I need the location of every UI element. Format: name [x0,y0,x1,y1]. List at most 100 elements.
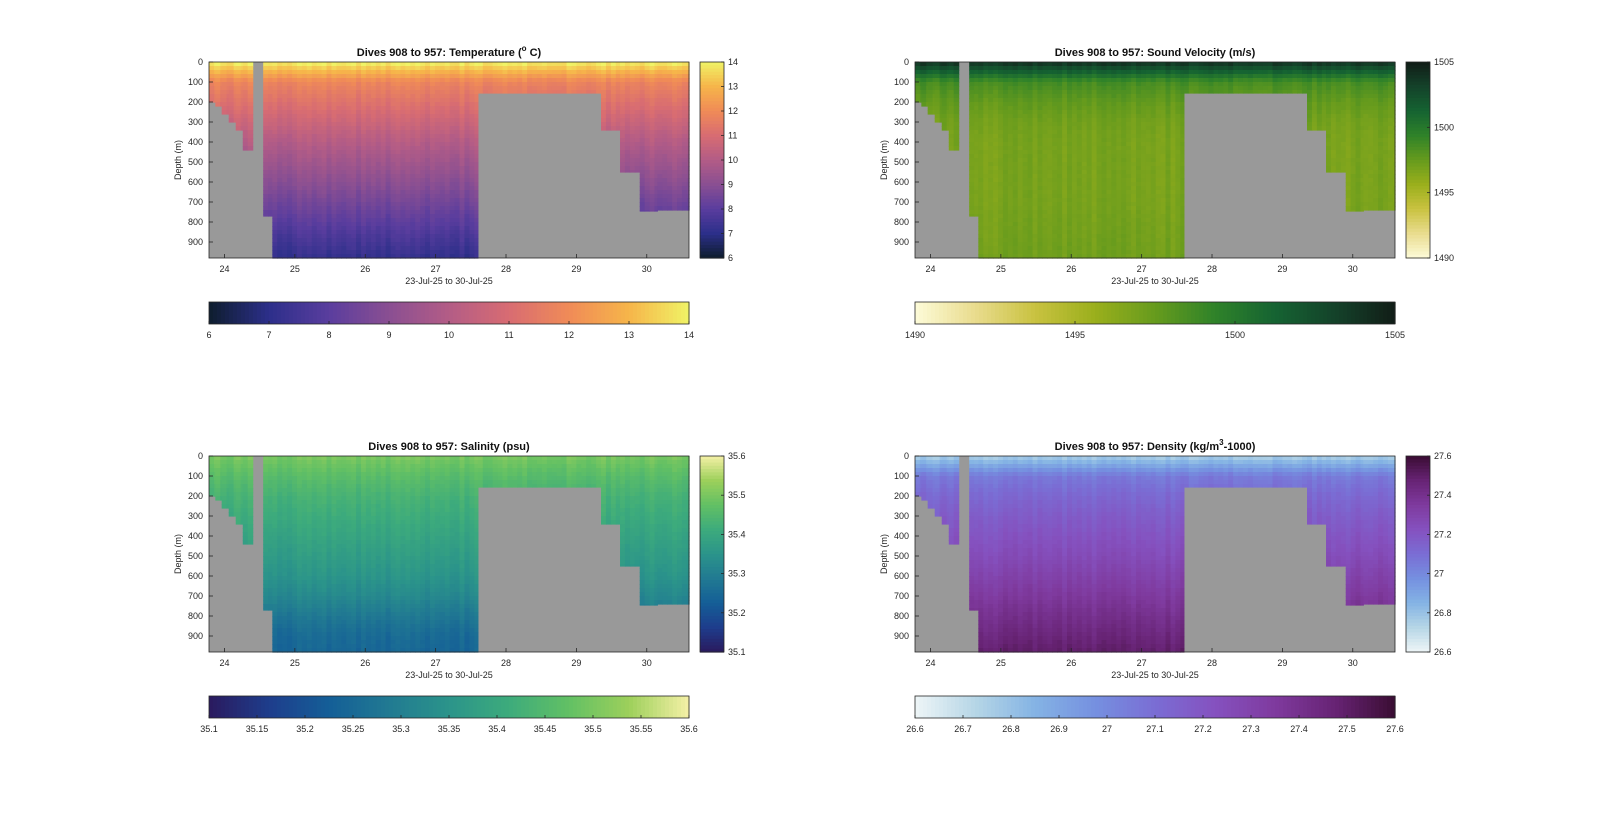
heatmap-cell [1101,86,1108,91]
heatmap-cell [1101,178,1108,183]
heatmap-cell [385,110,392,115]
heatmap-cell [282,194,288,199]
colorbar-swatch [421,302,426,324]
heatmap-cell [1057,242,1063,247]
heatmap-cell [1057,146,1063,151]
colorbar-swatch [700,75,724,79]
heatmap-cell [1091,122,1098,127]
heatmap-cell [662,130,668,135]
heatmap-cell [1086,186,1093,191]
heatmap-cell [1081,142,1088,147]
heatmap-cell [464,190,471,195]
heatmap-cell [430,242,436,247]
heatmap-cell [1022,222,1029,227]
heatmap-cell [336,66,342,71]
heatmap-cell [948,102,955,107]
heatmap-cell [385,82,392,87]
heatmap-cell [365,162,372,167]
heatmap-cell [311,206,318,211]
colorbar-swatch [601,302,606,324]
heatmap-cell [1111,134,1117,139]
heatmap-cell [993,218,999,223]
heatmap-cell [430,230,436,235]
heatmap-cell [277,194,283,199]
heatmap-cell [346,138,352,143]
heatmap-cell [1017,138,1024,143]
heatmap-cell [400,118,406,123]
heatmap-cell [1047,222,1053,227]
heatmap-cell [469,142,475,147]
heatmap-cell [644,94,651,99]
heatmap-cell [326,230,333,235]
heatmap-cell [532,82,538,87]
heatmap-cell [634,154,641,159]
heatmap-cell [926,102,929,107]
heatmap-cell [541,86,548,91]
heatmap-cell [1042,70,1048,75]
heatmap-cell [1081,250,1088,255]
heatmap-cell [566,82,573,87]
heatmap-cell [301,130,308,135]
heatmap-cell [1032,182,1039,187]
heatmap-cell [326,82,333,87]
heatmap-cell [686,82,690,87]
heatmap-cell [228,82,235,87]
heatmap-cell [946,90,950,95]
heatmap-cell [1076,114,1083,119]
heatmap-cell [430,110,436,115]
heatmap-cell [311,118,318,123]
heatmap-cell [620,74,626,79]
heatmap-cell [400,150,406,155]
heatmap-cell [292,238,298,243]
heatmap-cell [662,66,668,71]
heatmap-cell [449,194,456,199]
heatmap-cell [974,122,979,127]
heatmap-cell [649,74,656,79]
heatmap-cell [454,62,461,67]
heatmap-cell [474,118,479,123]
heatmap-cell [287,170,293,175]
heatmap-cell [444,102,451,107]
heatmap-cell [998,226,1004,231]
colorbar-swatch [389,302,394,324]
heatmap-cell [1002,178,1009,183]
heatmap-cell [242,122,249,127]
heatmap-cell [953,134,960,139]
heatmap-cell [316,242,323,247]
colorbar-swatch [277,302,282,324]
heatmap-cell [1047,90,1053,95]
heatmap-cell [1101,110,1108,115]
heatmap-cell [644,118,651,123]
heatmap-cell [415,222,421,227]
heatmap-cell [536,74,543,79]
heatmap-cell [240,118,244,123]
heatmap-cell [235,90,242,95]
heatmap-cell [629,134,636,139]
heatmap-cell [361,190,367,195]
heatmap-cell [983,166,989,171]
heatmap-cell [292,250,298,255]
heatmap-cell [1076,146,1083,151]
heatmap-cell [439,170,446,175]
heatmap-cell [287,214,293,219]
heatmap-cell [657,118,663,123]
heatmap-cell [316,154,323,159]
heatmap-cell [268,78,273,83]
heatmap-cell [321,170,328,175]
heatmap-cell [331,106,337,111]
heatmap-cell [296,182,303,187]
heatmap-cell [672,130,678,135]
heatmap-cell [571,70,577,75]
heatmap-cell [356,122,362,127]
heatmap-cell [601,110,607,115]
colorbar-swatch [700,150,724,155]
heatmap-cell [301,178,308,183]
heatmap-cell [662,98,668,103]
heatmap-cell [629,138,636,143]
heatmap-cell [1076,186,1083,191]
heatmap-cell [634,142,641,147]
heatmap-cell [346,162,352,167]
heatmap-cell [434,166,441,171]
heatmap-cell [1091,102,1098,107]
heatmap-cell [380,194,387,199]
